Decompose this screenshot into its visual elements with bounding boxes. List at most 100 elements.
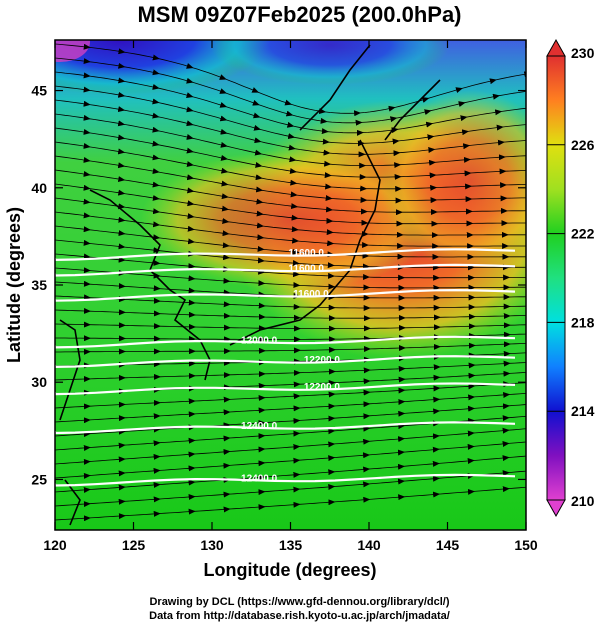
streamline-segment [332, 208, 368, 215]
streamline-segment [159, 493, 196, 500]
streamline-segment [298, 240, 335, 247]
streamline-segment [299, 357, 336, 364]
streamline-segment [194, 324, 231, 331]
streamline-segment [55, 127, 91, 135]
streamline-segment [508, 428, 526, 431]
streamline-segment [193, 177, 229, 187]
streamline-segment [192, 110, 228, 122]
streamline-segment [55, 376, 91, 383]
streamline-segment [368, 242, 405, 249]
streamline-segment [334, 273, 371, 280]
streamline-segment [89, 283, 126, 290]
streamline-segment [158, 116, 194, 127]
streamline-segment [158, 158, 194, 167]
streamline-segment [264, 303, 301, 310]
streamline-segment [228, 221, 265, 229]
streamline-segment [194, 448, 231, 455]
streamline-segment [439, 313, 476, 320]
streamline-segment [226, 132, 262, 144]
streamline-segment [404, 396, 441, 403]
streamline-segment [369, 463, 405, 470]
streamline-segment [89, 188, 126, 196]
streamline-segment [365, 173, 402, 180]
streamline-segment [439, 342, 476, 349]
streamline-segment [124, 193, 160, 201]
streamline-segment [226, 145, 263, 156]
streamline-segment [404, 408, 441, 415]
streamline-segment [334, 425, 371, 432]
contour-label: 11600.0 [288, 248, 324, 259]
streamline-segment [89, 309, 126, 316]
streamline-segment [262, 213, 299, 221]
streamline-segment [264, 347, 301, 354]
streamline-segment [469, 139, 505, 146]
streamline-segment [474, 322, 511, 329]
colorbar-min-triangle [546, 499, 566, 518]
streamline-segment [55, 431, 91, 438]
streamline-segment [124, 440, 161, 447]
streamline-segment [334, 401, 371, 408]
streamline-segment [473, 427, 510, 434]
streamline-segment [439, 383, 476, 390]
colorbar-label: 214 [571, 403, 595, 419]
streamline-segment [369, 436, 406, 443]
streamline-segment [501, 107, 526, 112]
streamline-segment [334, 346, 371, 353]
streamline-segment [193, 190, 229, 200]
streamline-segment [461, 78, 497, 89]
streamline-segment [329, 151, 366, 158]
streamline-segment [229, 313, 266, 320]
streamline-segment [192, 151, 229, 161]
streamline-segment [192, 81, 227, 94]
streamline-segment [396, 109, 432, 119]
streamline-segment [438, 457, 475, 464]
streamline-segment [89, 174, 126, 183]
streamline-segment [326, 119, 363, 126]
contour-line [55, 248, 516, 262]
streamline-segment [471, 207, 508, 214]
streamline-segment [508, 470, 526, 473]
streamline-segment [300, 346, 336, 353]
streamline-segment [503, 140, 526, 143]
streamline-segment [436, 196, 473, 203]
streamline-segment [55, 253, 91, 260]
streamline-segment [466, 109, 503, 118]
streamline-segment [362, 127, 399, 134]
y-tick-label: 40 [31, 180, 47, 196]
x-tick-label: 120 [43, 537, 67, 553]
streamline-segment [195, 359, 231, 366]
streamline-segment [226, 119, 262, 131]
streamline-segment [403, 460, 440, 467]
streamline-segment [397, 121, 434, 130]
streamline-segment [259, 116, 295, 128]
streamline-segment [296, 183, 333, 190]
streamline-segment [124, 413, 161, 420]
streamline-segment [404, 324, 441, 331]
streamline-segment [368, 253, 405, 260]
streamline-segment [55, 501, 91, 508]
streamline-segment [360, 105, 396, 114]
streamline-segment [435, 156, 471, 163]
x-axis-label: Longitude (degrees) [203, 560, 376, 580]
streamline-segment [124, 51, 160, 61]
streamline-segment [159, 372, 196, 379]
streamline-segment [299, 428, 336, 435]
streamline-segment [194, 312, 231, 319]
streamline-segment [439, 362, 476, 369]
streamline-segment [470, 168, 507, 175]
streamline-segment [365, 162, 402, 169]
streamline-segment [258, 104, 294, 117]
streamline-segment [89, 498, 126, 505]
streamline-segment [89, 160, 126, 169]
streamline-segment [369, 449, 405, 456]
streamline-segment [260, 129, 296, 140]
streamline-segment [124, 233, 161, 241]
streamline-segment [474, 391, 511, 398]
streamline-segment [292, 114, 328, 124]
streamline-segment [363, 138, 400, 145]
streamline-segment [333, 263, 370, 270]
streamline-segment [334, 284, 371, 291]
streamline-segment [89, 202, 126, 210]
contour-line [55, 288, 516, 302]
streamline-segment [159, 323, 196, 330]
